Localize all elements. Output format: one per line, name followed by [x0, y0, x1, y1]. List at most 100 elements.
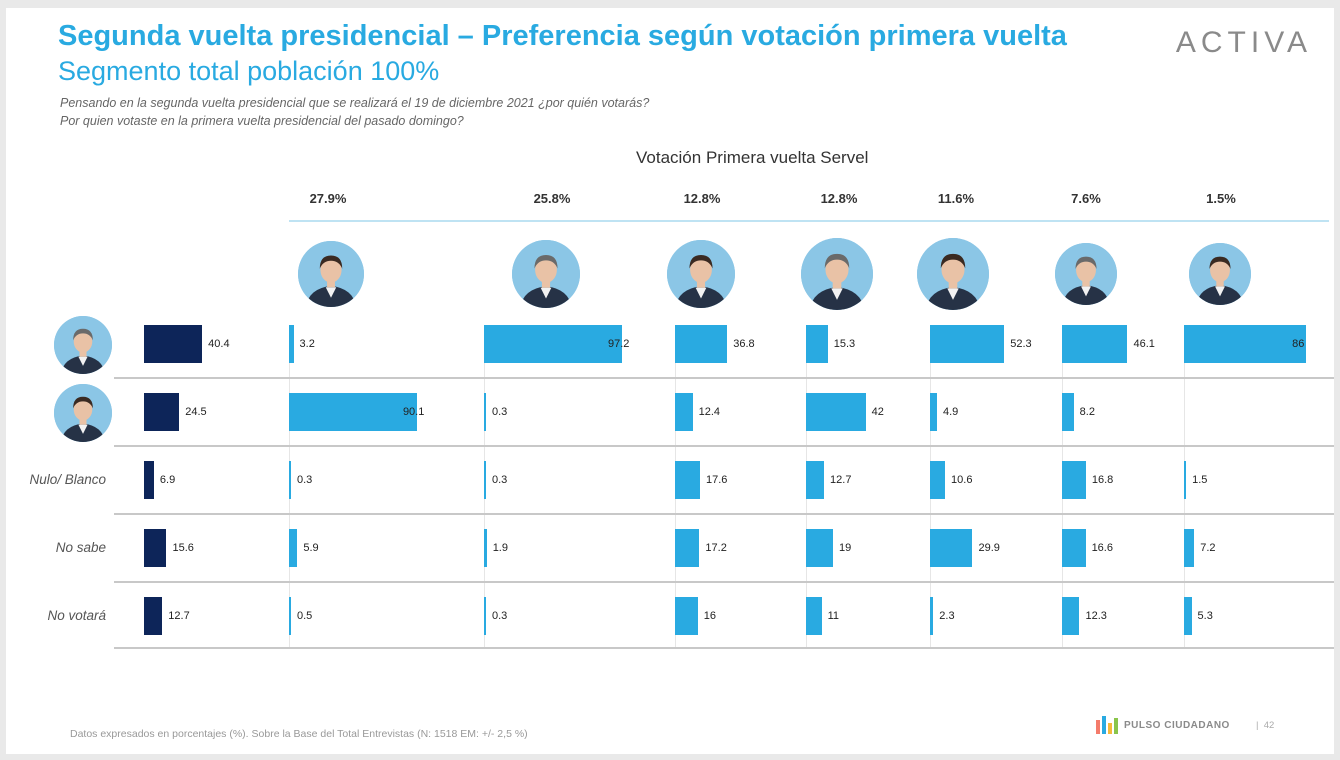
column-percent: 11.6%	[937, 191, 975, 206]
value-bar	[289, 461, 291, 499]
value-label: 0.3	[492, 610, 508, 622]
value-bar	[1062, 461, 1086, 499]
value-label: 7.2	[1200, 542, 1216, 554]
value-bar	[806, 461, 825, 499]
column-percent: 27.9%	[309, 191, 347, 206]
value-bar	[1062, 325, 1128, 363]
row-separator	[114, 581, 1334, 583]
candidate-avatar	[801, 238, 873, 310]
value-label: 0.3	[492, 474, 508, 486]
value-bar	[930, 393, 937, 431]
value-label: 16.6	[1091, 542, 1113, 554]
value-label: 8.2	[1079, 406, 1095, 418]
page-number-value: 42	[1263, 720, 1275, 731]
candidate-avatar	[512, 240, 580, 308]
row-separator	[114, 513, 1334, 515]
value-label: 52.3	[1010, 338, 1032, 350]
row-separator	[114, 445, 1334, 447]
value-bar	[484, 325, 623, 363]
question-2: Por quien votaste en la primera vuelta p…	[60, 114, 464, 128]
value-label: 46.1	[1133, 338, 1155, 350]
value-bar	[930, 529, 973, 567]
candidate-avatar	[1055, 243, 1117, 305]
value-label: 2.3	[939, 610, 955, 622]
slide: Segunda vuelta presidencial – Preferenci…	[6, 8, 1334, 754]
total-bar	[144, 325, 203, 363]
value-bar	[1184, 325, 1307, 363]
value-bar	[930, 461, 946, 499]
candidate-avatar	[1189, 243, 1251, 305]
value-bar	[484, 597, 486, 635]
value-label: 29.9	[978, 542, 1000, 554]
total-bar	[144, 529, 167, 567]
header-divider	[289, 220, 1329, 222]
pulso-logo: PULSO CIUDADANO	[1096, 716, 1230, 734]
value-label: 0.3	[297, 474, 313, 486]
value-bar	[484, 461, 486, 499]
column-percent: 12.8%	[820, 191, 858, 206]
row-candidate-avatar	[54, 316, 112, 374]
pulso-logo-text: PULSO CIUDADANO	[1124, 719, 1230, 731]
value-bar	[289, 529, 298, 567]
value-bar	[1184, 461, 1187, 499]
value-label: 0.5	[297, 610, 313, 622]
value-bar	[806, 325, 828, 363]
total-value: 15.6	[172, 542, 194, 554]
total-value: 24.5	[185, 406, 207, 418]
value-label: 10.6	[951, 474, 973, 486]
value-bar	[806, 393, 866, 431]
value-label: 12.3	[1085, 610, 1107, 622]
value-bar	[484, 529, 487, 567]
value-bar	[675, 461, 700, 499]
value-bar	[675, 325, 728, 363]
value-label: 16.8	[1091, 474, 1114, 486]
row-label: Nulo/ Blanco	[29, 472, 106, 487]
value-label: 12.4	[698, 406, 721, 418]
value-bar	[675, 393, 693, 431]
value-bar	[1062, 529, 1086, 567]
value-bar	[675, 529, 700, 567]
row-label: No sabe	[55, 540, 106, 555]
value-label: 15.3	[833, 338, 856, 350]
value-label: 11	[827, 610, 840, 622]
value-label: 42	[871, 406, 884, 418]
total-value: 12.7	[168, 610, 190, 622]
column-percent: 7.6%	[1071, 191, 1101, 206]
value-label: 16	[703, 610, 716, 622]
value-bar	[289, 393, 417, 431]
total-value: 6.9	[159, 474, 176, 486]
value-bar	[675, 597, 698, 635]
page-number: | 42	[1256, 720, 1275, 731]
row-separator	[114, 377, 1334, 379]
total-value: 40.4	[208, 338, 230, 350]
total-bar	[144, 597, 163, 635]
candidate-avatar	[917, 238, 989, 310]
value-bar	[484, 393, 486, 431]
value-bar	[930, 597, 934, 635]
row-candidate-avatar	[54, 384, 112, 442]
column-percent: 12.8%	[683, 191, 721, 206]
value-label: 36.8	[733, 338, 755, 350]
value-bar	[806, 529, 833, 567]
value-bar	[289, 597, 291, 635]
total-bar	[144, 461, 154, 499]
value-label: 1.5	[1192, 474, 1208, 486]
value-label: 4.9	[942, 406, 959, 418]
value-bar	[1184, 529, 1195, 567]
brand-logo: ACTIVA	[1175, 26, 1312, 59]
column-percent: 1.5%	[1206, 191, 1236, 206]
value-label: 5.3	[1197, 610, 1213, 622]
value-bar	[1062, 597, 1080, 635]
value-label: 17.2	[705, 542, 727, 554]
value-label: 86	[1292, 338, 1305, 350]
value-bar	[289, 325, 294, 363]
value-label: 19	[838, 542, 852, 554]
value-bar	[1184, 597, 1192, 635]
value-label: 0.3	[492, 406, 508, 418]
candidate-avatar	[667, 240, 735, 308]
value-label: 97.2	[608, 338, 630, 350]
column-percent: 25.8%	[533, 191, 571, 206]
row-label: No votará	[47, 608, 106, 623]
value-bar	[806, 597, 822, 635]
value-label: 12.7	[830, 474, 852, 486]
